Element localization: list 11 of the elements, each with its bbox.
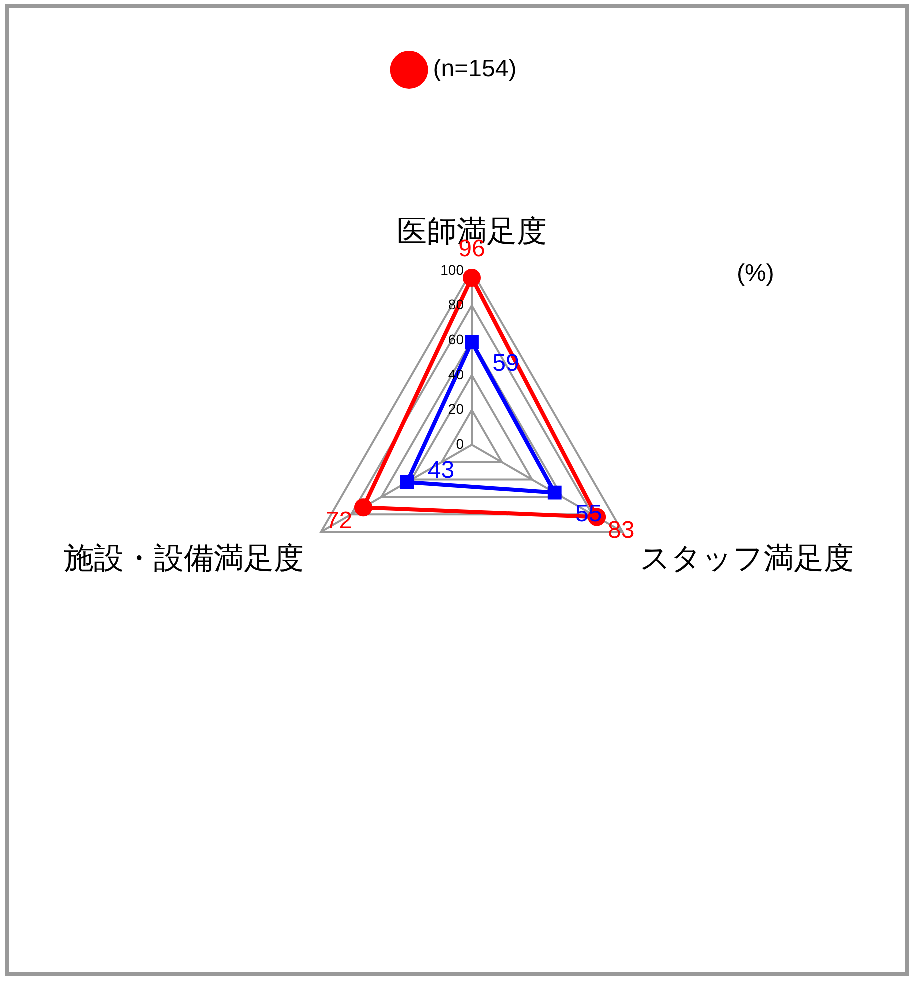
- text: (%): [737, 260, 774, 288]
- data-label: 83: [608, 516, 635, 544]
- y-tick-label: 100: [440, 262, 464, 278]
- y-tick-label: 60: [448, 331, 464, 348]
- y-tick-label: 20: [448, 401, 464, 418]
- legend-label: (n=154): [433, 56, 517, 83]
- spoke-label: スタッフ満足度: [640, 542, 854, 576]
- data-label: 72: [326, 507, 353, 534]
- y-tick-label: 0: [456, 436, 464, 452]
- spoke-label: 施設・設備満足度: [64, 542, 304, 576]
- data-label: 43: [428, 457, 455, 484]
